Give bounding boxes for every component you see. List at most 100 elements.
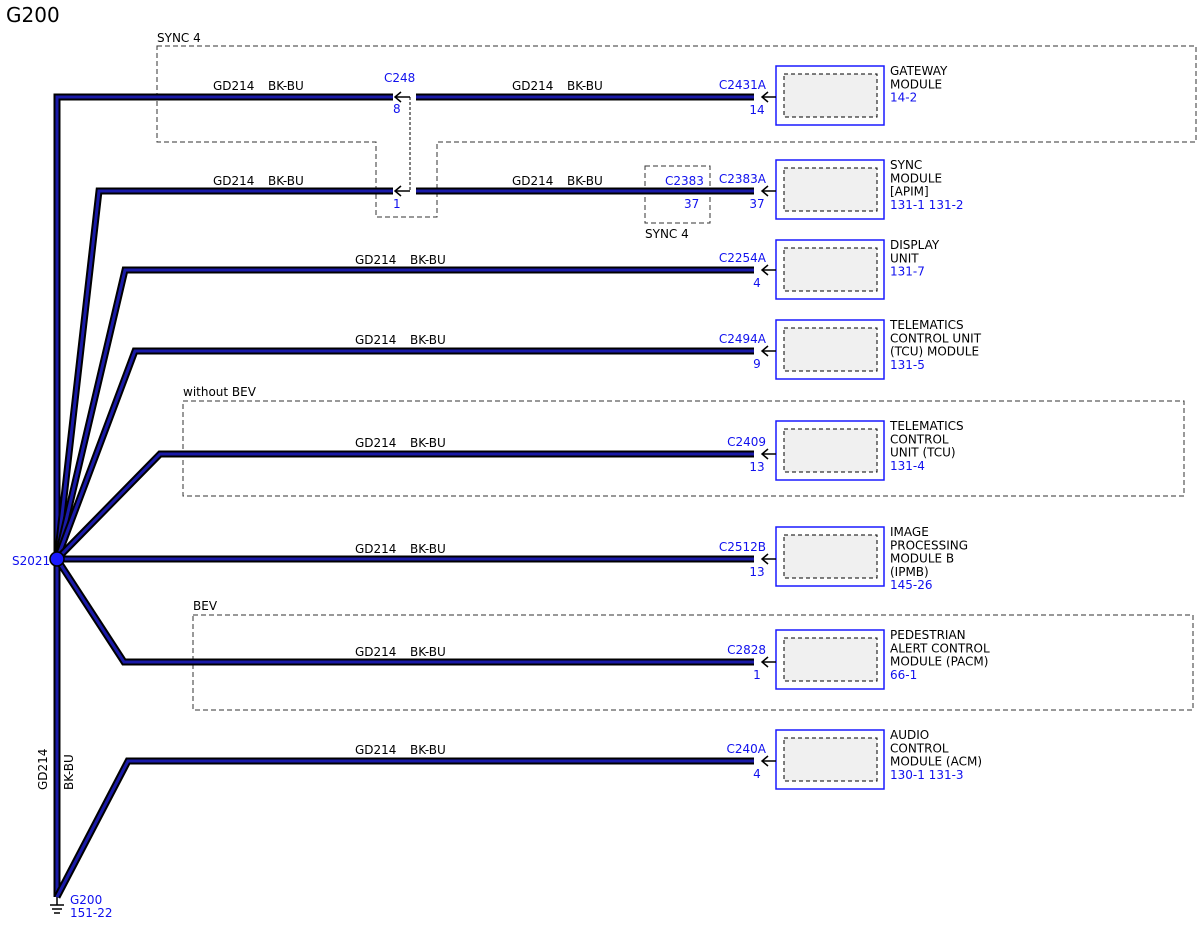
ground-wire-code: GD214 (36, 749, 50, 790)
sync4-small-group-label: SYNC 4 (645, 227, 689, 241)
connector-label: C2431A (719, 78, 767, 92)
connector-label: C240A (727, 742, 767, 756)
wire-code: GD214 (512, 79, 553, 93)
wire-code: GD214 (213, 79, 254, 93)
splice-label: S2021 (12, 554, 50, 568)
module-name-line: AUDIO (890, 728, 929, 742)
pin-arrow-icon (760, 264, 776, 276)
c2383-pin: 37 (684, 197, 699, 211)
module-ref: 14-2 (890, 91, 917, 105)
module-name-line: UNIT (TCU) (890, 446, 956, 460)
ground-icon (50, 897, 64, 914)
connector-label: C2383A (719, 172, 767, 186)
wire-code: GD214 (355, 645, 396, 659)
pin-arrow-icon (760, 91, 776, 103)
module-name-line: CONTROL (890, 741, 949, 755)
pin-arrow-icon (760, 185, 776, 197)
ground-label: G200 (70, 893, 102, 907)
module-inner (783, 534, 878, 579)
wire-labels: GD214 BK-BU GD214 BK-BU GD214 BK-BU GD21… (213, 79, 603, 757)
wire-code: GD214 (355, 253, 396, 267)
module-ref: 66-1 (890, 668, 917, 682)
module-inner (783, 247, 878, 292)
module-inner (783, 327, 878, 372)
connector-label: C2494A (719, 332, 767, 346)
wire-code: GD214 (355, 333, 396, 347)
module-name-line: PROCESSING (890, 538, 968, 552)
connector-label: C2254A (719, 251, 767, 265)
module-ref: 131-1 131-2 (890, 198, 964, 212)
module-name-line: (TCU) MODULE (890, 345, 979, 359)
wire-code: GD214 (355, 542, 396, 556)
module-ref: 145-26 (890, 578, 933, 592)
pin-number: 13 (749, 460, 764, 474)
wire-color: BK-BU (410, 333, 446, 347)
wire-color: BK-BU (410, 436, 446, 450)
pin-arrow-icon (760, 656, 776, 668)
bev-group-label: BEV (193, 599, 218, 613)
module-name-line: (IPMB) (890, 565, 929, 579)
module-name-line: CONTROL (890, 432, 949, 446)
c248-pin-top: 8 (393, 102, 401, 116)
ground-wire-color: BK-BU (62, 754, 76, 790)
pin-number: 9 (753, 357, 761, 371)
wire-code: GD214 (355, 436, 396, 450)
module-name-line: MODULE (ACM) (890, 755, 982, 769)
wire-color: BK-BU (268, 79, 304, 93)
connector-label: C2512B (719, 540, 766, 554)
pin-number: 4 (753, 276, 761, 290)
module-name-line: ALERT CONTROL (890, 641, 990, 655)
module-name-line: MODULE B (890, 552, 954, 566)
module-name-line: CONTROL UNIT (890, 331, 982, 345)
module-inner (783, 637, 878, 682)
wire-code: GD214 (355, 743, 396, 757)
pin-arrow-icon (760, 448, 776, 460)
connector-c248: C248 8 1 (384, 71, 415, 211)
wire-color: BK-BU (567, 79, 603, 93)
module-name-line: TELEMATICS (889, 419, 964, 433)
bev-group-outline (192, 614, 1194, 711)
module-ref: 131-5 (890, 358, 925, 372)
sync4-group-outline (156, 45, 1197, 218)
without-bev-group-label: without BEV (183, 385, 257, 399)
c248-label: C248 (384, 71, 415, 85)
ground-ref: 151-22 (70, 906, 113, 920)
module-inner (783, 428, 878, 473)
diagram-title: G200 (6, 3, 60, 27)
wire-color: BK-BU (567, 174, 603, 188)
module-name-line: PEDESTRIAN (890, 628, 966, 642)
wire-code: GD214 (213, 174, 254, 188)
wire-harness (53, 93, 754, 899)
c2383-group-outline (644, 165, 711, 224)
module-name-line: GATEWAY (890, 64, 948, 78)
module-inner (783, 737, 878, 782)
module-name-line: TELEMATICS (889, 318, 964, 332)
pin-number: 13 (749, 565, 764, 579)
modules-layer: C2431A 14 GATEWAY MODULE 14-2 C2383A 37 SYNC MOD… (719, 64, 990, 790)
splice-s2021-node (49, 551, 65, 567)
c248-pin-bottom: 1 (393, 197, 401, 211)
pin-number: 37 (749, 197, 764, 211)
pin-arrow-icon (760, 755, 776, 767)
module-ref: 131-4 (890, 459, 925, 473)
without-bev-group-outline (182, 400, 1185, 497)
module-name-line: MODULE (890, 171, 942, 185)
c2383-label: C2383 (665, 174, 704, 188)
wire-color: BK-BU (268, 174, 304, 188)
wire-color: BK-BU (410, 542, 446, 556)
module-name-line: [APIM] (890, 185, 929, 199)
module-name-line: IMAGE (890, 525, 929, 539)
connector-label: C2828 (727, 643, 766, 657)
pin-number: 14 (749, 103, 764, 117)
wire-color: BK-BU (410, 645, 446, 659)
module-name-line: SYNC (890, 158, 922, 172)
pin-arrow-icon (760, 345, 776, 357)
module-inner (783, 167, 878, 212)
wire-code: GD214 (512, 174, 553, 188)
module-ref: 130-1 131-3 (890, 768, 964, 782)
module-name-line: MODULE (PACM) (890, 655, 988, 669)
pin-number: 4 (753, 767, 761, 781)
sync4-group-label: SYNC 4 (157, 31, 201, 45)
pin-arrow-icon (760, 553, 776, 565)
